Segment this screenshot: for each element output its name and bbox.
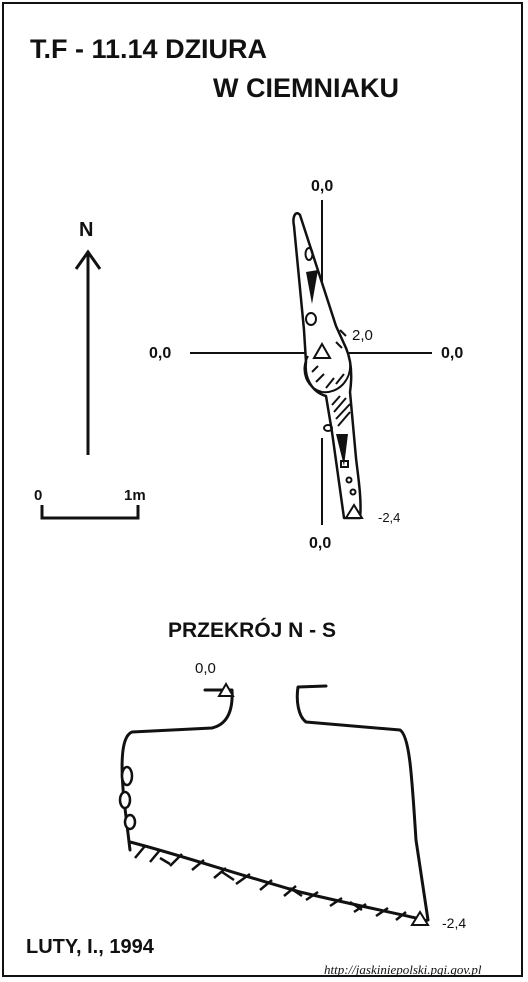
section-survey-point-icons xyxy=(217,682,430,926)
source-url: http://jaskiniepolski.pgi.gov.pl xyxy=(324,962,482,977)
section-entrance-label: 0,0 xyxy=(195,660,216,677)
north-arrow-icon xyxy=(74,249,102,455)
end-depth-label: -2,4 xyxy=(378,510,400,525)
scale-bar xyxy=(40,505,140,520)
survey-point-icons xyxy=(312,341,364,519)
cave-section-outline xyxy=(120,684,430,924)
sediment-symbols xyxy=(304,247,357,496)
scale-end-label: 1m xyxy=(124,487,146,504)
entrance-height-label: 2,0 xyxy=(352,327,373,344)
title-line-2: W CIEMNIAKU xyxy=(213,73,399,103)
title-line-1: T.F - 11.14 DZIURA xyxy=(30,34,267,64)
author-credit: LUTY, I., 1994 xyxy=(26,936,155,958)
entrance-hollow xyxy=(303,329,352,394)
map-frame xyxy=(2,2,523,977)
plan-top-label: 0,0 xyxy=(311,178,333,195)
floor-sediment-hatch xyxy=(134,845,407,921)
plan-right-label: 0,0 xyxy=(441,345,463,362)
scale-start-label: 0 xyxy=(34,487,42,504)
plan-left-label: 0,0 xyxy=(149,345,171,362)
section-wall-blocks xyxy=(118,765,137,831)
section-bottom-label: -2,4 xyxy=(442,915,466,931)
plan-bottom-label: 0,0 xyxy=(309,535,331,552)
slope-arrow-icons xyxy=(306,270,348,466)
north-label: N xyxy=(79,219,93,241)
section-title: PRZEKRÓJ N - S xyxy=(168,618,336,642)
